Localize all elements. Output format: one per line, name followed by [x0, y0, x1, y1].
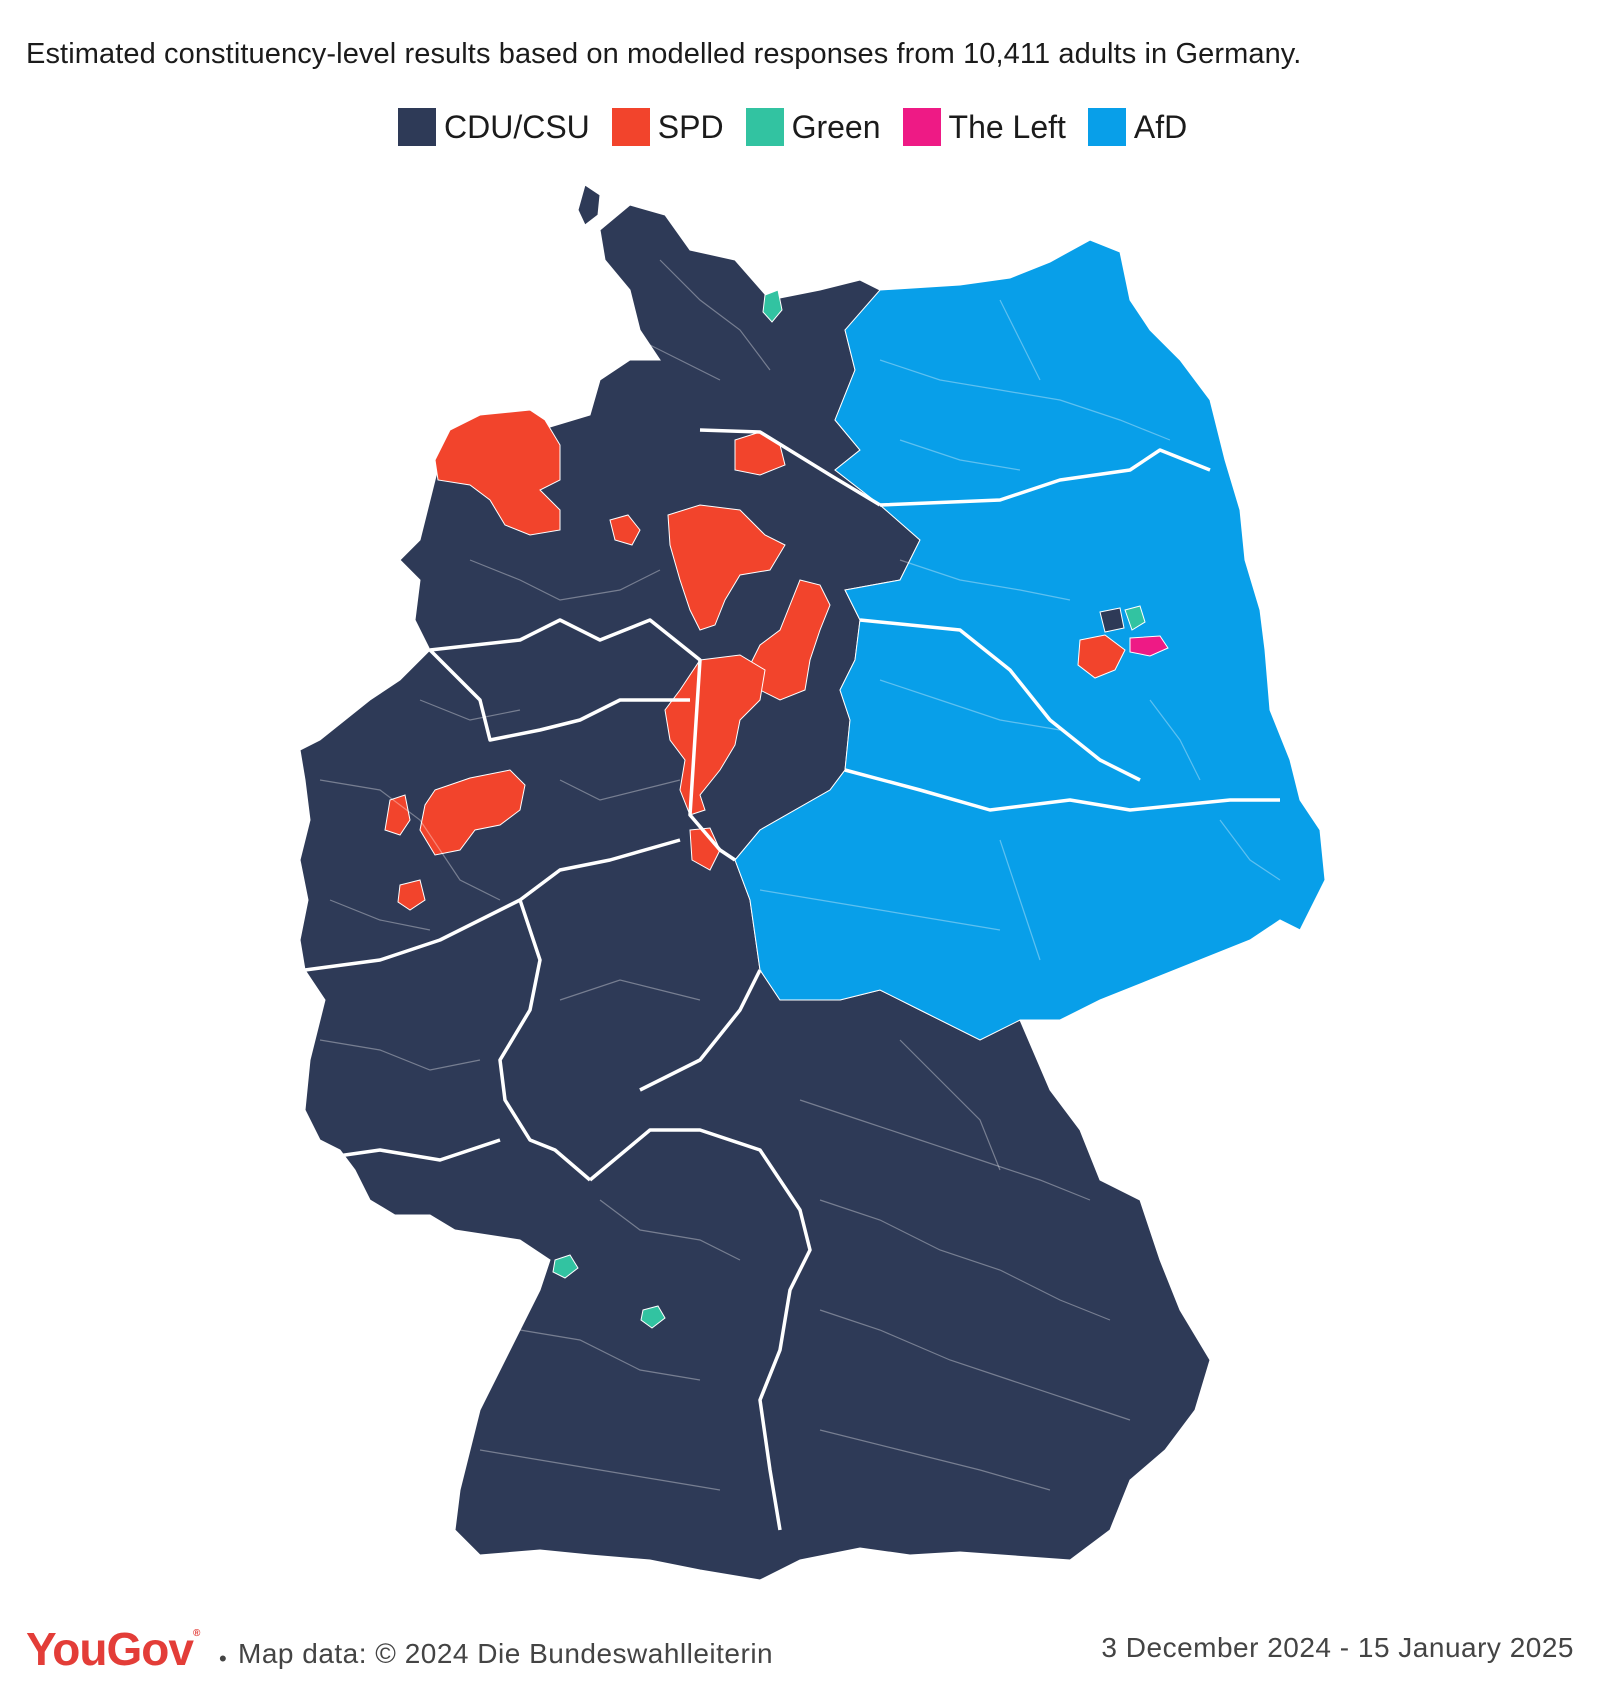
yougov-logo-text: YouGov: [26, 1623, 194, 1675]
region-spd-east-frisia: [434, 409, 561, 536]
footer-separator-dot: •: [219, 1646, 227, 1671]
region-green-stuttgart: [640, 1305, 666, 1329]
legend-item-afd: AfD: [1087, 108, 1188, 146]
legend-label-left: The Left: [948, 108, 1066, 145]
legend-label-spd: SPD: [657, 108, 724, 145]
state-borders: [304, 428, 1280, 1531]
germany-results-map: [299, 184, 1326, 1581]
legend-item-spd: SPD: [611, 108, 724, 146]
legend-label-afd: AfD: [1133, 108, 1188, 145]
region-spd-kassel: [689, 827, 721, 871]
fieldwork-dates: 3 December 2024 - 15 January 2025: [1101, 1632, 1574, 1663]
legend-label-green: Green: [791, 108, 881, 145]
constituency-borders: [319, 259, 1281, 1491]
region-green-karlsruhe: [552, 1254, 579, 1279]
legend-swatch-afd: [1087, 108, 1126, 146]
legend-swatch-cdu: [398, 108, 436, 146]
legend-label-cdu: CDU/CSU: [444, 108, 590, 145]
region-cdu-berlin: [1099, 607, 1125, 633]
region-spd-ruhr: [419, 769, 526, 856]
legend-item-cdu: CDU/CSU: [398, 108, 590, 146]
region-spd-hanover-east: [749, 579, 831, 701]
region-spd-lower-saxony: [667, 504, 786, 631]
region-cdu-islands: [577, 184, 601, 226]
legend: CDU/CSU SPD Green The Left AfD: [398, 108, 1209, 146]
map-subtitle: Estimated constituency-level results bas…: [26, 38, 1302, 70]
region-afd-east: [734, 239, 1326, 1041]
legend-swatch-green: [745, 108, 784, 146]
legend-item-green: Green: [745, 108, 881, 146]
region-spd-cologne: [397, 879, 426, 911]
legend-swatch-left: [902, 108, 941, 146]
region-spd-hanover-south: [664, 654, 766, 816]
map-data-source: Map data: © 2024 Die Bundeswahlleiterin: [238, 1638, 774, 1669]
region-left-berlin: [1129, 635, 1169, 657]
legend-item-left: The Left: [902, 108, 1066, 146]
region-spd-berlin: [1077, 634, 1126, 679]
yougov-logo: YouGov®: [26, 1623, 200, 1675]
region-green-berlin: [1124, 605, 1146, 631]
region-green-kiel: [762, 289, 783, 323]
legend-swatch-spd: [611, 108, 650, 146]
region-spd-bremen: [609, 514, 641, 546]
region-spd-duisburg: [384, 794, 411, 836]
